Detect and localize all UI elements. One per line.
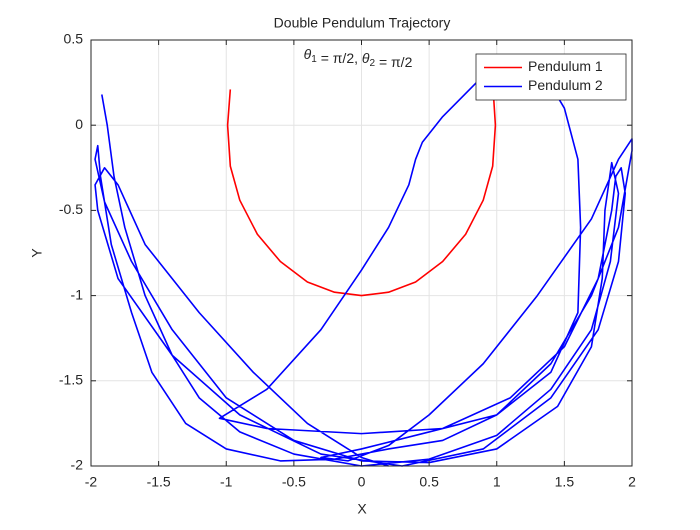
y-tick-label: 0 <box>75 116 83 132</box>
legend-label: Pendulum 1 <box>528 58 603 74</box>
x-tick-label: 0 <box>358 474 366 490</box>
y-tick-label: -1 <box>71 286 84 302</box>
chart-subtitle: θ1 = π/2, θ2 = π/2 <box>304 46 413 70</box>
series-line <box>226 82 497 297</box>
x-axis-label: X <box>357 501 367 517</box>
y-axis-label: Y <box>29 248 45 258</box>
x-tick-label: 1 <box>493 474 501 490</box>
legend-label: Pendulum 2 <box>528 77 603 93</box>
x-tick-label: 1.5 <box>555 474 575 490</box>
x-tick-label: -1 <box>220 474 233 490</box>
y-tick-label: -2 <box>71 457 84 473</box>
series-line <box>94 64 633 467</box>
y-tick-label: 0.5 <box>64 31 84 47</box>
x-tick-label: 2 <box>628 474 636 490</box>
y-tick-label: -0.5 <box>59 201 83 217</box>
x-tick-label: -0.5 <box>282 474 306 490</box>
plot-area <box>94 64 633 467</box>
x-tick-label: 0.5 <box>419 474 439 490</box>
legend-box <box>475 53 627 101</box>
x-tick-label: -1.5 <box>147 474 171 490</box>
y-tick-label: -1.5 <box>59 372 83 388</box>
x-tick-label: -2 <box>85 474 98 490</box>
legend: Pendulum 1 Pendulum 2 <box>475 53 627 101</box>
chart-title: Double Pendulum Trajectory <box>274 15 451 31</box>
